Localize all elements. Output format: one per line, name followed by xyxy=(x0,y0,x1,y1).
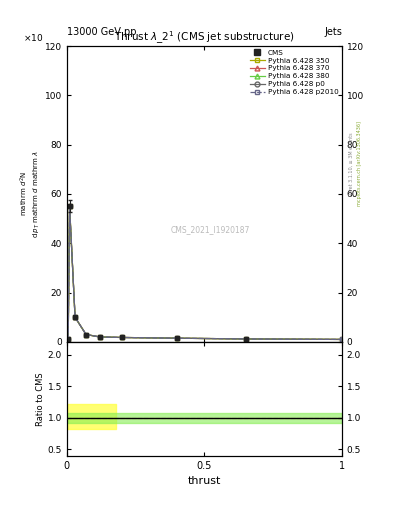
Pythia 6.428 370 xyxy=(340,336,344,343)
Pythia 6.428 p2010 xyxy=(66,336,71,343)
Pythia 6.428 380 xyxy=(340,336,344,343)
Pythia 6.428 380 xyxy=(73,314,77,321)
Pythia 6.428 350 xyxy=(67,203,72,209)
Pythia 6.428 p0 xyxy=(67,203,72,209)
Pythia 6.428 380 xyxy=(84,331,88,337)
Pythia 6.428 p0 xyxy=(97,334,102,340)
Text: mcplots.cern.ch [arXiv:1306.3436]: mcplots.cern.ch [arXiv:1306.3436] xyxy=(357,121,362,206)
Text: Rivet 3.1.10, ≥ 3M events: Rivet 3.1.10, ≥ 3M events xyxy=(349,132,354,196)
Pythia 6.428 p2010 xyxy=(67,203,72,209)
Text: CMS_2021_I1920187: CMS_2021_I1920187 xyxy=(170,225,250,234)
Pythia 6.428 p2010 xyxy=(73,314,77,321)
Line: Pythia 6.428 p2010: Pythia 6.428 p2010 xyxy=(66,204,344,342)
Pythia 6.428 350 xyxy=(119,334,124,340)
Pythia 6.428 350 xyxy=(97,334,102,340)
Pythia 6.428 350 xyxy=(84,331,88,337)
Pythia 6.428 370 xyxy=(66,336,71,343)
Pythia 6.428 370 xyxy=(243,336,248,342)
Pythia 6.428 350 xyxy=(73,314,77,321)
Pythia 6.428 p0 xyxy=(73,314,77,321)
Pythia 6.428 p0 xyxy=(174,335,179,342)
Pythia 6.428 370 xyxy=(67,203,72,209)
Pythia 6.428 370 xyxy=(73,314,77,321)
Pythia 6.428 370 xyxy=(84,331,88,337)
Pythia 6.428 380 xyxy=(97,334,102,340)
Pythia 6.428 380 xyxy=(243,336,248,342)
Pythia 6.428 p0 xyxy=(84,331,88,337)
Pythia 6.428 p0 xyxy=(119,334,124,340)
Pythia 6.428 p0 xyxy=(243,336,248,342)
Pythia 6.428 380 xyxy=(67,203,72,209)
Pythia 6.428 350 xyxy=(174,335,179,342)
X-axis label: thrust: thrust xyxy=(188,476,221,486)
Line: Pythia 6.428 350: Pythia 6.428 350 xyxy=(66,204,344,342)
Text: $\times10$: $\times10$ xyxy=(23,32,43,43)
Pythia 6.428 350 xyxy=(340,336,344,343)
Pythia 6.428 p0 xyxy=(340,336,344,343)
Y-axis label: Ratio to CMS: Ratio to CMS xyxy=(36,372,45,425)
Pythia 6.428 370 xyxy=(119,334,124,340)
Pythia 6.428 p2010 xyxy=(119,334,124,340)
Text: 13000 GeV pp: 13000 GeV pp xyxy=(67,27,136,37)
Pythia 6.428 p2010 xyxy=(174,335,179,342)
Pythia 6.428 370 xyxy=(97,334,102,340)
Pythia 6.428 p2010 xyxy=(340,336,344,343)
Pythia 6.428 p2010 xyxy=(243,336,248,342)
Pythia 6.428 350 xyxy=(243,336,248,342)
Legend: CMS, Pythia 6.428 350, Pythia 6.428 370, Pythia 6.428 380, Pythia 6.428 p0, Pyth: CMS, Pythia 6.428 350, Pythia 6.428 370,… xyxy=(248,48,340,97)
Pythia 6.428 380 xyxy=(66,336,71,343)
Text: Jets: Jets xyxy=(324,27,342,37)
Pythia 6.428 p2010 xyxy=(97,334,102,340)
Pythia 6.428 p0 xyxy=(66,336,71,343)
Pythia 6.428 380 xyxy=(119,334,124,340)
Title: Thrust $\lambda\_2^1$ (CMS jet substructure): Thrust $\lambda\_2^1$ (CMS jet substruct… xyxy=(114,30,295,46)
Line: Pythia 6.428 p0: Pythia 6.428 p0 xyxy=(66,204,344,342)
Line: Pythia 6.428 380: Pythia 6.428 380 xyxy=(66,204,344,342)
Pythia 6.428 380 xyxy=(174,335,179,342)
Pythia 6.428 p2010 xyxy=(84,331,88,337)
Pythia 6.428 370 xyxy=(174,335,179,342)
Y-axis label: mathrm $d^2$N
$\mathrm{d}\,p_T$ mathrm $d$ mathrm $\lambda$: mathrm $d^2$N $\mathrm{d}\,p_T$ mathrm $… xyxy=(19,150,42,238)
Line: Pythia 6.428 370: Pythia 6.428 370 xyxy=(66,204,344,342)
Pythia 6.428 350 xyxy=(66,336,71,343)
